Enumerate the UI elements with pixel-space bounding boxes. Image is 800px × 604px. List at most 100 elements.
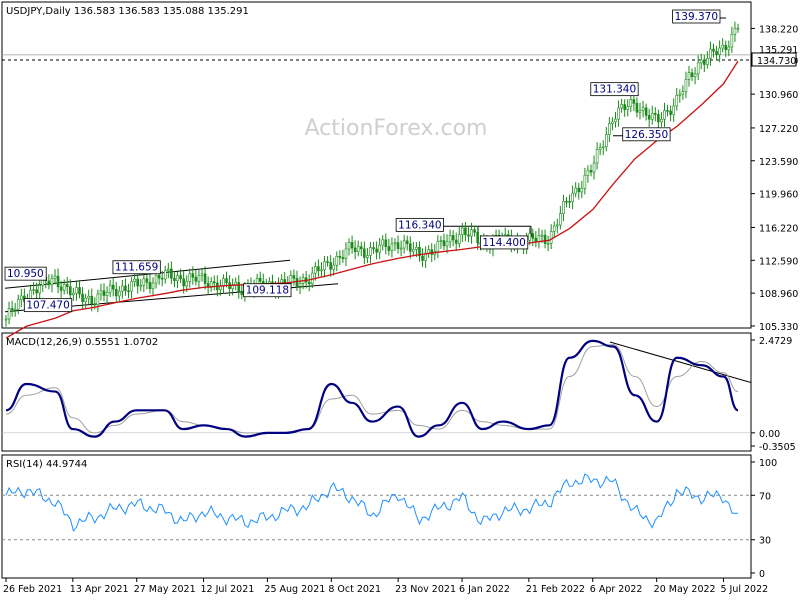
macd-main-line [5, 339, 739, 438]
price-candle-body [93, 303, 97, 306]
price-candle-body [298, 283, 302, 287]
price-candle-body [4, 318, 8, 321]
price-candle-body [531, 233, 535, 239]
price-tick-label: 127.220 [759, 124, 798, 135]
price-candle-body [402, 240, 406, 249]
price-candle-body [108, 284, 112, 293]
price-candle-body [736, 27, 740, 30]
price-candle-body [601, 146, 605, 149]
price-candle-body [451, 235, 455, 241]
price-candle-body [574, 187, 577, 194]
price-candle-body [369, 247, 372, 256]
price-candle-body [663, 110, 666, 120]
x-tick-label: 25 Aug 2021 [264, 584, 325, 595]
price-candle-body [329, 262, 332, 270]
price-candle-body [16, 299, 20, 310]
price-candle-body [399, 247, 403, 250]
price-candle-body [350, 242, 354, 249]
x-tick-label: 20 May 2022 [654, 584, 716, 595]
price-candle-body [78, 287, 81, 295]
price-candle-body [99, 290, 103, 295]
price-candle-body [605, 134, 608, 148]
price-candle-body [555, 224, 559, 227]
price-candle-body [571, 192, 574, 202]
price-candle-body [393, 242, 397, 245]
price-candle-body [611, 121, 614, 124]
price-annotation-label: 107.470 [26, 300, 69, 312]
price-candle-body [167, 268, 170, 271]
price-candle-body [592, 162, 596, 173]
price-candle-body [467, 234, 470, 237]
price-annotation-label: 116.340 [398, 219, 441, 231]
price-candle-body [626, 106, 630, 110]
price-candle-body [703, 59, 706, 65]
price-candle-body [540, 234, 544, 237]
price-candle-body [307, 281, 311, 285]
price-candle-body [194, 276, 198, 282]
price-candle-body [366, 255, 369, 258]
price-candle-body [314, 266, 317, 274]
price-candle-body [733, 27, 737, 35]
price-candle-body [687, 72, 691, 80]
price-candle-body [118, 290, 121, 297]
moving-average-line [5, 60, 739, 339]
x-tick-label: 13 Apr 2021 [70, 584, 129, 595]
price-annotation-label: 114.400 [482, 237, 525, 249]
price-candle-body [421, 255, 424, 261]
price-candle-body [130, 281, 133, 292]
price-candle-body [623, 104, 626, 110]
price-candle-body [317, 266, 320, 272]
price-candle-body [565, 201, 568, 203]
price-annotation-label: 111.659 [115, 262, 158, 274]
price-annotation-box [672, 9, 721, 24]
price-candle-body [375, 248, 378, 253]
price-candle-body [415, 246, 418, 250]
price-candle-body [121, 285, 124, 292]
price-candle-body [675, 94, 679, 107]
price-candle-body [727, 46, 731, 51]
price-tick-label: 116.220 [759, 223, 798, 234]
price-candle-body [418, 246, 421, 257]
price-candle-body [231, 284, 234, 290]
price-tick-label: 112.590 [759, 256, 798, 267]
price-annotation-box [243, 283, 292, 298]
price-candle-body [678, 93, 682, 96]
price-candle-body [473, 229, 476, 233]
rsi-tick-label: 100 [759, 458, 777, 469]
x-tick-label: 5 Jul 2022 [720, 584, 768, 595]
price-candle-body [568, 201, 571, 203]
price-annotation-label: 126.350 [625, 129, 668, 141]
price-candle-body [706, 58, 709, 65]
price-annotation-box [4, 266, 47, 281]
price-candle-body [7, 308, 11, 320]
price-candle-body [347, 242, 351, 250]
price-candle-body [237, 282, 241, 292]
price-candle-body [669, 110, 672, 115]
price-candle-body [430, 249, 434, 255]
price-annotations: 10.950 107.470 111.659 109.118 116.340 114.40… [4, 9, 721, 313]
price-candle-body [35, 289, 38, 294]
price-candle-body [586, 170, 590, 176]
price-candle-body [292, 275, 296, 279]
price-candle-body [464, 227, 467, 236]
price-candle-body [549, 230, 553, 244]
price-annotation-label: 131.340 [593, 84, 636, 96]
price-candle-body [56, 275, 60, 288]
price-candle-body [408, 243, 412, 252]
price-candle-body [10, 308, 14, 310]
price-candle-body [632, 99, 636, 104]
macd-signal-line [5, 344, 739, 434]
price-candle-body [332, 264, 336, 270]
price-candle-body [543, 234, 547, 244]
price-candle-body [595, 148, 599, 164]
price-candle-body [151, 282, 155, 290]
price-candle-body [436, 241, 440, 252]
price-candle-body [326, 261, 329, 263]
price-candle-body [170, 268, 173, 279]
price-candle-body [629, 99, 633, 107]
price-candle-body [654, 113, 657, 115]
price-panel [1, 1, 752, 329]
price-candle-body [13, 308, 17, 311]
price-candle-body [133, 278, 136, 282]
